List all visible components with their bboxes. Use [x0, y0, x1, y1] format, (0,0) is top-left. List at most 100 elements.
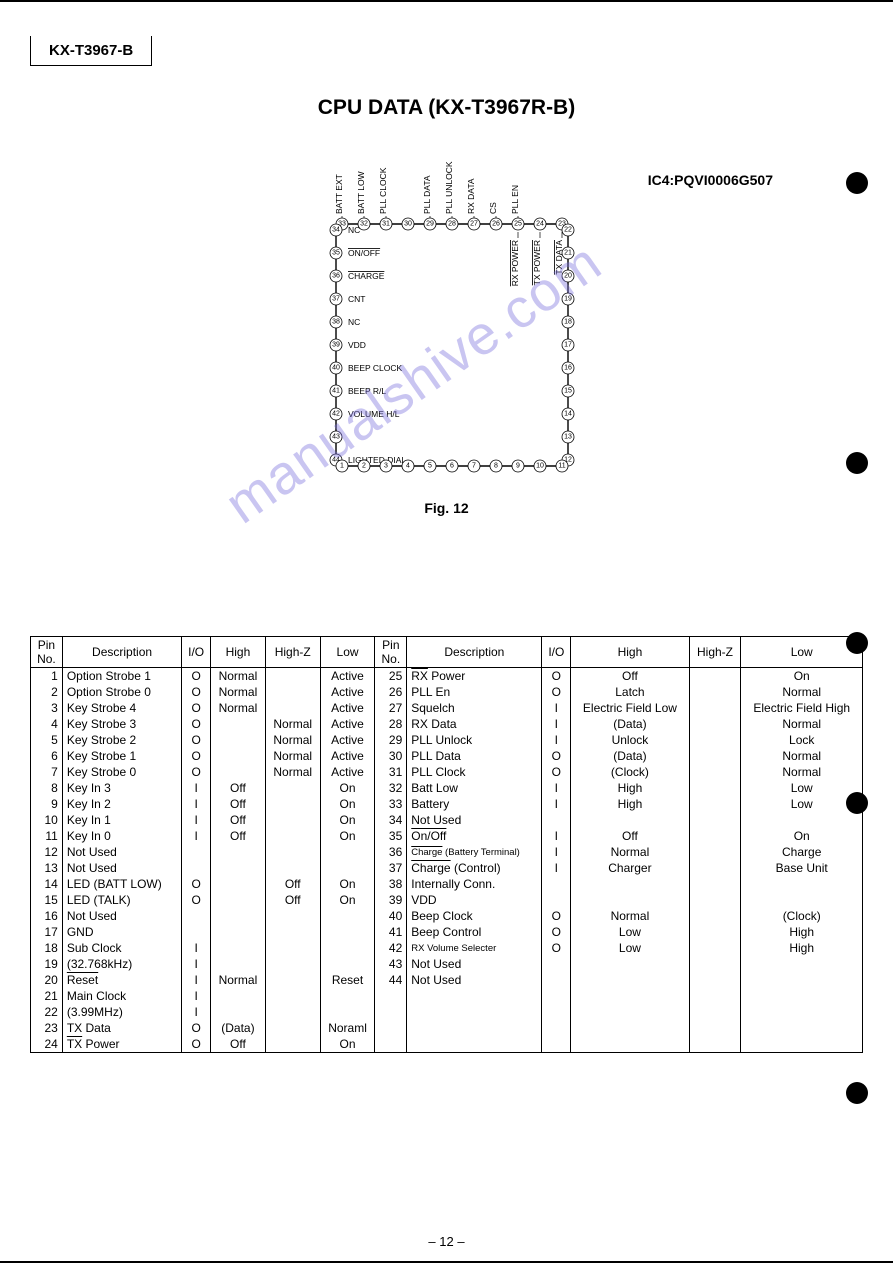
table-cell: 9	[31, 796, 63, 812]
table-cell: 15	[31, 892, 63, 908]
svg-text:40: 40	[332, 365, 340, 372]
table-cell: Batt Low	[407, 780, 542, 796]
table-cell: Charge (Control)	[407, 860, 542, 876]
table-cell: O	[182, 1036, 211, 1053]
svg-text:BATT LOW: BATT LOW	[356, 171, 366, 214]
table-cell	[689, 956, 741, 972]
table-cell: Normal	[265, 716, 320, 732]
table-cell: I	[182, 780, 211, 796]
svg-text:CS: CS	[488, 202, 498, 214]
table-cell: 12	[31, 844, 63, 860]
table-cell: O	[182, 764, 211, 780]
svg-text:6: 6	[450, 463, 454, 470]
table-cell: Charge (Battery Terminal)	[407, 844, 542, 860]
table-cell: Not Used	[407, 812, 542, 828]
table-cell	[689, 668, 741, 685]
table-header: Low	[741, 637, 863, 668]
table-cell	[542, 812, 571, 828]
table-cell: On	[741, 828, 863, 844]
table-cell: 24	[31, 1036, 63, 1053]
table-cell	[741, 988, 863, 1004]
table-cell: Key In 2	[62, 796, 181, 812]
table-cell: (Clock)	[571, 764, 689, 780]
table-cell	[265, 796, 320, 812]
table-cell: Normal	[211, 700, 266, 716]
table-cell	[182, 860, 211, 876]
table-cell: I	[182, 812, 211, 828]
table-cell: (32.768kHz)	[62, 956, 181, 972]
table-cell: Beep Control	[407, 924, 542, 940]
table-cell: 39	[375, 892, 407, 908]
table-cell: 20	[31, 972, 63, 988]
table-header: I/O	[182, 637, 211, 668]
page-title: CPU DATA (KX-T3967R-B)	[30, 96, 863, 120]
svg-text:22: 22	[564, 227, 572, 234]
table-header: Low	[320, 637, 375, 668]
table-cell	[211, 988, 266, 1004]
table-cell	[689, 924, 741, 940]
table-row: 20ResetINormalReset44Not Used	[31, 972, 863, 988]
table-cell	[571, 956, 689, 972]
table-cell: 10	[31, 812, 63, 828]
table-cell	[689, 700, 741, 716]
svg-text:30: 30	[404, 221, 412, 228]
table-cell: Latch	[571, 684, 689, 700]
svg-text:2: 2	[362, 463, 366, 470]
table-cell	[571, 1004, 689, 1020]
svg-text:VDD: VDD	[348, 340, 366, 350]
table-cell: I	[182, 796, 211, 812]
table-cell: Reset	[320, 972, 375, 988]
table-cell	[542, 956, 571, 972]
table-cell: Normal	[211, 668, 266, 685]
table-cell	[542, 1020, 571, 1036]
table-cell: Active	[320, 684, 375, 700]
table-header: High-Z	[689, 637, 741, 668]
svg-text:34: 34	[332, 227, 340, 234]
table-cell: PLL En	[407, 684, 542, 700]
table-cell: 27	[375, 700, 407, 716]
table-cell: O	[542, 748, 571, 764]
table-row: 11Key In 0IOffOn35On/OffIOffOn	[31, 828, 863, 844]
table-cell	[375, 1004, 407, 1020]
table-cell	[211, 844, 266, 860]
svg-text:TX POWER: TX POWER	[532, 240, 542, 285]
table-cell	[211, 732, 266, 748]
table-cell	[741, 972, 863, 988]
table-row: 10Key In 1IOffOn34Not Used	[31, 812, 863, 828]
page-number: – 12 –	[0, 1234, 893, 1249]
svg-text:39: 39	[332, 342, 340, 349]
svg-text:8: 8	[494, 463, 498, 470]
table-cell: LED (BATT LOW)	[62, 876, 181, 892]
svg-text:41: 41	[332, 388, 340, 395]
table-cell	[741, 876, 863, 892]
svg-text:20: 20	[564, 273, 572, 280]
table-cell	[265, 844, 320, 860]
table-cell: 29	[375, 732, 407, 748]
table-row: 21Main ClockI	[31, 988, 863, 1004]
svg-text:35: 35	[332, 250, 340, 257]
table-cell: High	[571, 796, 689, 812]
table-cell	[320, 956, 375, 972]
table-cell	[375, 1036, 407, 1053]
table-cell: 17	[31, 924, 63, 940]
table-cell: Normal	[741, 716, 863, 732]
table-cell: O	[182, 876, 211, 892]
table-cell	[689, 684, 741, 700]
table-row: 6Key Strobe 1ONormalActive30PLL DataO(Da…	[31, 748, 863, 764]
table-cell	[741, 1036, 863, 1053]
table-cell	[265, 1036, 320, 1053]
table-cell: Main Clock	[62, 988, 181, 1004]
hole-punch-dot	[846, 1082, 868, 1104]
svg-text:26: 26	[492, 221, 500, 228]
table-cell	[571, 988, 689, 1004]
svg-text:NC: NC	[348, 225, 360, 235]
table-cell: Key In 1	[62, 812, 181, 828]
table-cell	[265, 684, 320, 700]
table-cell	[542, 972, 571, 988]
table-cell: 22	[31, 1004, 63, 1020]
table-header: PinNo.	[31, 637, 63, 668]
table-cell: GND	[62, 924, 181, 940]
table-cell: 4	[31, 716, 63, 732]
table-cell: Not Used	[407, 956, 542, 972]
table-cell: PLL Data	[407, 748, 542, 764]
